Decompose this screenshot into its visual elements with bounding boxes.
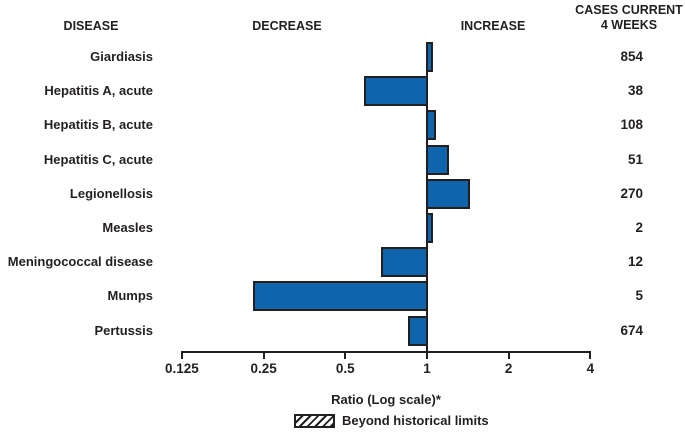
- x-axis-title: Ratio (Log scale)*: [331, 392, 441, 407]
- bar: [408, 315, 428, 346]
- x-axis-tick: [507, 351, 510, 359]
- column-header-cases: CASES CURRENT 4 WEEKS: [575, 3, 683, 33]
- bar: [426, 110, 436, 141]
- x-axis-tick: [344, 351, 347, 359]
- x-tick-label: 0.5: [335, 361, 355, 376]
- bar: [426, 213, 433, 243]
- bar: [426, 178, 471, 209]
- column-header-cases-line1: CASES CURRENT: [575, 3, 683, 17]
- bar: [363, 76, 428, 107]
- hatched-swatch-icon: [294, 414, 335, 428]
- column-header-cases-line2: 4 WEEKS: [600, 18, 658, 32]
- disease-label: Hepatitis A, acute: [44, 83, 153, 99]
- disease-label: Legionellosis: [69, 185, 153, 201]
- disease-label: Meningococcal disease: [7, 254, 153, 270]
- cases-value: 2: [635, 220, 643, 235]
- column-header-decrease: DECREASE: [252, 19, 322, 33]
- cases-value: 674: [620, 322, 643, 338]
- disease-label: Pertussis: [94, 322, 153, 338]
- x-axis-tick: [180, 351, 183, 359]
- x-axis-tick: [589, 351, 592, 359]
- column-header-disease: DISEASE: [63, 19, 119, 33]
- cases-value: 854: [620, 49, 643, 64]
- column-header-increase: INCREASE: [460, 19, 526, 33]
- bar: [380, 247, 428, 278]
- bar: [252, 281, 428, 312]
- x-tick-label: 0.125: [164, 361, 199, 376]
- cases-value: 12: [627, 254, 643, 270]
- x-axis-line: [181, 351, 591, 353]
- cases-value: 51: [627, 151, 643, 167]
- cases-value: 5: [635, 288, 643, 304]
- cases-value: 270: [620, 185, 643, 201]
- disease-label: Hepatitis C, acute: [43, 151, 153, 167]
- x-tick-label: 4: [586, 361, 595, 376]
- disease-label: Hepatitis B, acute: [43, 117, 153, 133]
- legend: Beyond historical limits: [294, 414, 489, 428]
- disease-label: Giardiasis: [90, 49, 153, 64]
- cases-value: 38: [627, 83, 643, 99]
- x-tick-label: 0.25: [250, 361, 277, 376]
- x-axis-tick: [262, 351, 265, 359]
- disease-label: Measles: [102, 220, 153, 235]
- x-tick-label: 2: [504, 361, 513, 376]
- cases-value: 108: [620, 117, 643, 133]
- bar: [426, 42, 433, 72]
- bar: [426, 144, 450, 175]
- legend-label: Beyond historical limits: [342, 413, 489, 428]
- x-axis-tick: [426, 351, 428, 359]
- disease-label: Mumps: [107, 288, 154, 304]
- x-tick-label: 1: [423, 361, 431, 376]
